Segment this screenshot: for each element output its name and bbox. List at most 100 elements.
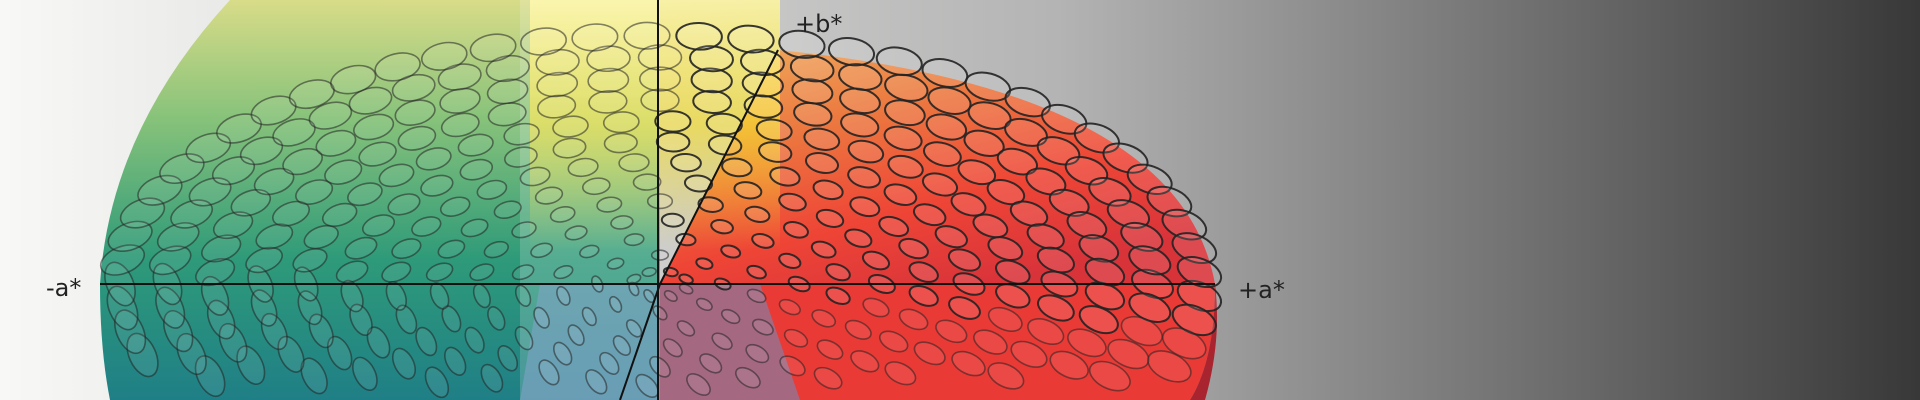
color-ellipse [692, 89, 732, 114]
color-ellipse [420, 41, 468, 71]
color-ellipse [986, 179, 1026, 206]
color-ellipse [957, 159, 997, 186]
color-ellipse [459, 158, 494, 181]
color-ellipse [533, 306, 550, 329]
color-ellipse [632, 173, 662, 191]
color-ellipse [778, 192, 807, 212]
color-ellipse [608, 295, 623, 313]
color-ellipse [1171, 232, 1218, 265]
color-ellipse [358, 141, 397, 167]
color-ellipse [849, 196, 881, 218]
color-ellipse [292, 248, 328, 273]
plus-a-label: +a* [1238, 276, 1285, 304]
color-solid [99, 0, 1223, 400]
color-ellipse [353, 113, 395, 141]
color-ellipse [411, 216, 442, 237]
color-ellipse [288, 79, 335, 110]
color-ellipse [397, 125, 437, 151]
color-ellipse [530, 242, 554, 259]
color-ellipse [1120, 221, 1164, 252]
color-ellipse [816, 339, 844, 360]
color-ellipse [995, 259, 1031, 285]
color-ellipse [170, 199, 214, 229]
color-ellipse [623, 21, 671, 50]
color-ellipse [497, 345, 519, 372]
color-ellipse [391, 238, 422, 260]
color-ellipse [699, 353, 723, 374]
color-ellipse [878, 215, 910, 238]
color-ellipse [586, 45, 631, 73]
color-ellipse [638, 66, 681, 92]
color-ellipse [324, 159, 363, 185]
color-ellipse [567, 157, 599, 178]
color-ellipse [751, 232, 775, 249]
color-ellipse [571, 23, 619, 52]
color-ellipse [486, 78, 529, 105]
color-ellipse [99, 244, 146, 276]
color-ellipse [883, 125, 923, 151]
color-ellipse [260, 312, 288, 351]
color-ellipse [487, 306, 506, 331]
color-ellipse [272, 200, 310, 227]
color-ellipse [485, 54, 530, 83]
color-ellipse [676, 320, 696, 337]
color-ellipse [711, 332, 733, 351]
color-ellipse [660, 212, 685, 228]
color-ellipse [303, 224, 339, 250]
color-ellipse [1009, 200, 1049, 227]
color-ellipse [675, 21, 723, 51]
color-ellipse [106, 285, 139, 331]
color-ellipse [887, 154, 924, 179]
color-ellipse [779, 355, 806, 377]
color-ellipse [662, 338, 683, 358]
color-ellipse [378, 163, 415, 188]
right-edge-shade [1190, 284, 1218, 400]
color-ellipse [464, 326, 485, 354]
color-ellipse [552, 115, 589, 138]
color-ellipse [107, 220, 153, 252]
color-ellipse [514, 284, 532, 307]
color-ellipse [1067, 328, 1107, 358]
color-ellipse [778, 298, 801, 316]
color-ellipse [504, 146, 538, 168]
color-ellipse [444, 346, 467, 376]
color-ellipse [746, 264, 767, 280]
color-ellipse [950, 192, 987, 217]
color-ellipse [783, 328, 809, 348]
slab-edge [659, 49, 779, 285]
color-ellipse [720, 244, 742, 259]
color-ellipse [948, 296, 981, 320]
color-ellipse [710, 219, 734, 235]
color-ellipse [908, 261, 939, 283]
color-ellipse [650, 249, 670, 261]
color-ellipse [1010, 340, 1048, 368]
color-ellipse [1041, 103, 1088, 135]
color-ellipse [637, 44, 683, 71]
color-ellipse [850, 350, 880, 373]
color-ellipse [1161, 208, 1208, 241]
color-ellipse [612, 335, 632, 356]
color-ellipse [420, 174, 454, 197]
color-ellipse [308, 313, 334, 349]
color-ellipse [483, 240, 509, 259]
color-ellipse [925, 113, 968, 141]
color-ellipse [606, 257, 625, 270]
color-ellipse [1004, 86, 1051, 118]
minus-a-label: -a* [46, 274, 81, 302]
color-ellipse [670, 152, 702, 173]
color-ellipse [415, 147, 452, 171]
color-ellipse [654, 110, 692, 133]
color-ellipse [321, 202, 358, 227]
color-ellipse [185, 132, 232, 164]
color-ellipse [913, 341, 946, 366]
color-ellipse [282, 147, 323, 176]
color-ellipse [374, 52, 421, 82]
color-ellipse [212, 211, 254, 240]
color-ellipse [689, 45, 734, 73]
ellipse-grid [99, 21, 1223, 399]
color-ellipse [625, 319, 643, 338]
color-ellipse [695, 297, 713, 312]
color-ellipse [987, 362, 1025, 390]
color-ellipse [493, 200, 522, 219]
color-ellipse [194, 355, 226, 398]
